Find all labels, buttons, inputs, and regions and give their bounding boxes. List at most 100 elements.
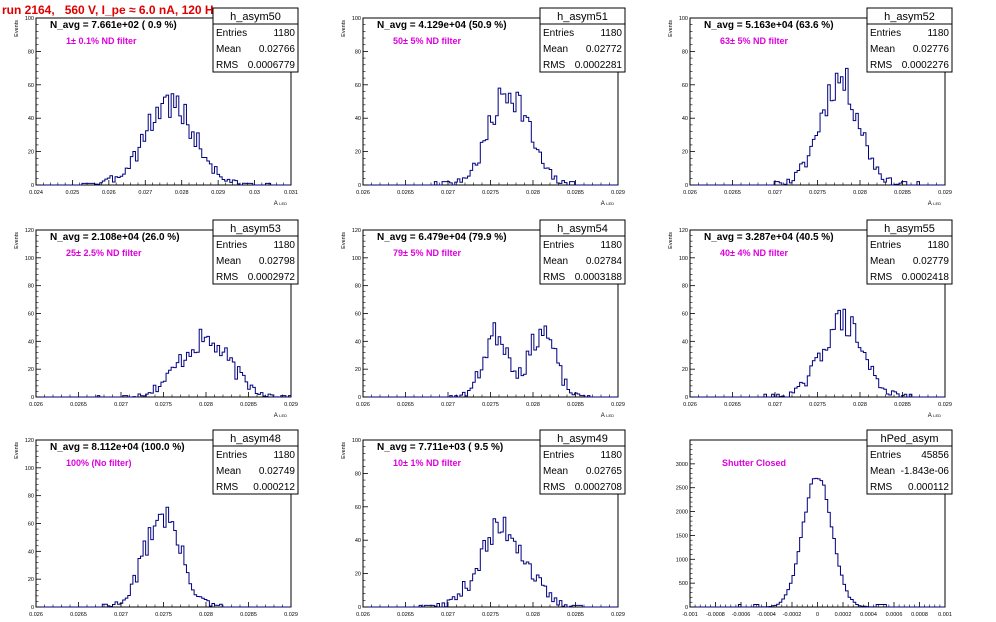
x-tick-label: 0.027 bbox=[768, 190, 782, 196]
x-tick-label: 0.0265 bbox=[70, 402, 87, 408]
x-axis-title-sub: LED bbox=[933, 201, 941, 206]
stats-box bbox=[212, 23, 299, 73]
panel-header: N_avg = 7.661e+02 ( 0.9 %) bbox=[50, 20, 177, 31]
y-tick-label: 120 bbox=[25, 438, 34, 444]
x-tick-label: 0.029 bbox=[284, 402, 298, 408]
stats-value-mean: 0.02766 bbox=[259, 44, 296, 55]
y-tick-label: 100 bbox=[25, 466, 34, 472]
y-tick-label: 0 bbox=[685, 605, 688, 611]
y-axis-title: Events bbox=[668, 20, 674, 37]
y-tick-label: 2500 bbox=[676, 486, 688, 492]
y-tick-label: 80 bbox=[355, 284, 361, 290]
histogram-h_asym53: 0.026 0.0265 0.027 0.0275 0.028 0.0285 0.029 0 2… bbox=[14, 219, 299, 419]
stats-title: h_asym54 bbox=[557, 223, 608, 235]
x-tick-label: 0.0265 bbox=[397, 190, 414, 196]
stats-box bbox=[212, 445, 299, 495]
x-tick-label: 0.028 bbox=[526, 612, 540, 618]
panel-header: N_avg = 6.479e+04 (79.9 %) bbox=[377, 232, 507, 243]
stats-value-entries: 1180 bbox=[600, 28, 622, 39]
histogram-h_asym55: 0.026 0.0265 0.027 0.0275 0.028 0.0285 0.029 0 2… bbox=[668, 219, 953, 419]
y-tick-label: 60 bbox=[28, 522, 34, 528]
stats-label-mean: Mean bbox=[543, 466, 568, 477]
stats-box bbox=[212, 235, 299, 285]
y-tick-label: 80 bbox=[355, 49, 361, 55]
x-axis-title: A LED bbox=[274, 201, 287, 207]
x-tick-label: 0.0004 bbox=[860, 612, 877, 618]
y-tick-label: 20 bbox=[28, 150, 34, 156]
stats-label-rms: RMS bbox=[543, 60, 566, 71]
y-tick-label: 80 bbox=[28, 49, 34, 55]
y-tick-label: 80 bbox=[682, 49, 688, 55]
x-tick-label: 0.029 bbox=[611, 402, 625, 408]
y-tick-label: 3000 bbox=[676, 462, 688, 468]
histogram-line bbox=[36, 93, 291, 186]
x-tick-label: 0.026 bbox=[356, 190, 370, 196]
panel-header: N_avg = 3.287e+04 (40.5 %) bbox=[704, 232, 834, 243]
y-axis-title: Events bbox=[14, 232, 20, 249]
panel-header: N_avg = 8.112e+04 (100.0 %) bbox=[50, 442, 185, 453]
y-tick-label: 0 bbox=[685, 183, 688, 189]
x-axis-title: A LED bbox=[601, 201, 614, 207]
panel-header: N_avg = 7.711e+03 ( 9.5 %) bbox=[377, 442, 503, 453]
x-axis-title-main: A bbox=[601, 413, 605, 419]
stats-label-entries: Entries bbox=[543, 450, 574, 461]
x-tick-label: 0.029 bbox=[211, 190, 225, 196]
filter-note: 50± 5% ND filter bbox=[393, 36, 461, 46]
histogram-h_asym48: 0.026 0.0265 0.027 0.0275 0.028 0.0285 0.029 0 2… bbox=[14, 429, 299, 618]
histogram-line bbox=[690, 67, 945, 186]
y-axis-title: Events bbox=[14, 20, 20, 37]
y-tick-label: 0 bbox=[31, 605, 34, 611]
y-tick-label: 0 bbox=[358, 605, 361, 611]
y-tick-label: 60 bbox=[28, 83, 34, 89]
filter-note: 79± 5% ND filter bbox=[393, 248, 461, 258]
filter-note: 100% (No filter) bbox=[66, 458, 132, 468]
stats-label-entries: Entries bbox=[870, 28, 901, 39]
x-tick-label: 0.0265 bbox=[397, 402, 414, 408]
stats-value-rms: 0.0003188 bbox=[575, 272, 623, 283]
x-axis-title-main: A bbox=[928, 201, 932, 207]
y-tick-label: 100 bbox=[352, 256, 361, 262]
y-tick-label: 40 bbox=[28, 339, 34, 345]
histogram-h_asym51: 0.026 0.0265 0.027 0.0275 0.028 0.0285 0.029 0 2… bbox=[341, 7, 626, 207]
filter-note: 10± 1% ND filter bbox=[393, 458, 461, 468]
y-tick-label: 0 bbox=[358, 395, 361, 401]
y-tick-label: 20 bbox=[28, 577, 34, 583]
x-tick-label: 0.027 bbox=[441, 402, 455, 408]
x-tick-label: 0.0275 bbox=[482, 190, 499, 196]
stats-label-mean: Mean bbox=[216, 466, 241, 477]
y-tick-label: 40 bbox=[28, 116, 34, 122]
stats-title: h_asym52 bbox=[884, 11, 935, 23]
stats-box bbox=[539, 235, 626, 285]
x-tick-label: 0.0285 bbox=[240, 402, 257, 408]
panel-header: N_avg = 4.129e+04 (50.9 %) bbox=[377, 20, 507, 31]
x-tick-label: 0.0275 bbox=[809, 402, 826, 408]
x-tick-label: -0.0008 bbox=[706, 612, 725, 618]
y-axis-title: Events bbox=[341, 442, 347, 459]
y-tick-label: 100 bbox=[25, 256, 34, 262]
x-tick-label: 0.028 bbox=[199, 612, 213, 618]
stats-label-entries: Entries bbox=[870, 240, 901, 251]
y-tick-label: 0 bbox=[31, 183, 34, 189]
x-tick-label: -0.0002 bbox=[783, 612, 802, 618]
y-tick-label: 40 bbox=[682, 116, 688, 122]
stats-label-rms: RMS bbox=[870, 272, 893, 283]
filter-note: 25± 2.5% ND filter bbox=[66, 248, 142, 258]
x-tick-label: 0.027 bbox=[114, 402, 128, 408]
panel-header: N_avg = 5.163e+04 (63.6 %) bbox=[704, 20, 834, 31]
stats-value-rms: 0.0002281 bbox=[575, 60, 623, 71]
stats-value-entries: 1180 bbox=[927, 28, 949, 39]
x-tick-label: 0.027 bbox=[441, 612, 455, 618]
y-tick-label: 60 bbox=[28, 312, 34, 318]
histogram-line bbox=[690, 477, 945, 608]
x-axis-title-sub: LED bbox=[606, 201, 614, 206]
y-tick-label: 80 bbox=[28, 284, 34, 290]
y-tick-label: 100 bbox=[25, 16, 34, 22]
stats-value-entries: 45856 bbox=[921, 450, 949, 461]
histogram-line bbox=[36, 328, 292, 398]
y-tick-label: 1500 bbox=[676, 533, 688, 539]
y-tick-label: 100 bbox=[679, 16, 688, 22]
x-axis-title: A LED bbox=[274, 413, 287, 419]
y-tick-label: 80 bbox=[355, 471, 361, 477]
plot-frame bbox=[35, 17, 292, 186]
x-tick-label: 0.024 bbox=[29, 190, 43, 196]
